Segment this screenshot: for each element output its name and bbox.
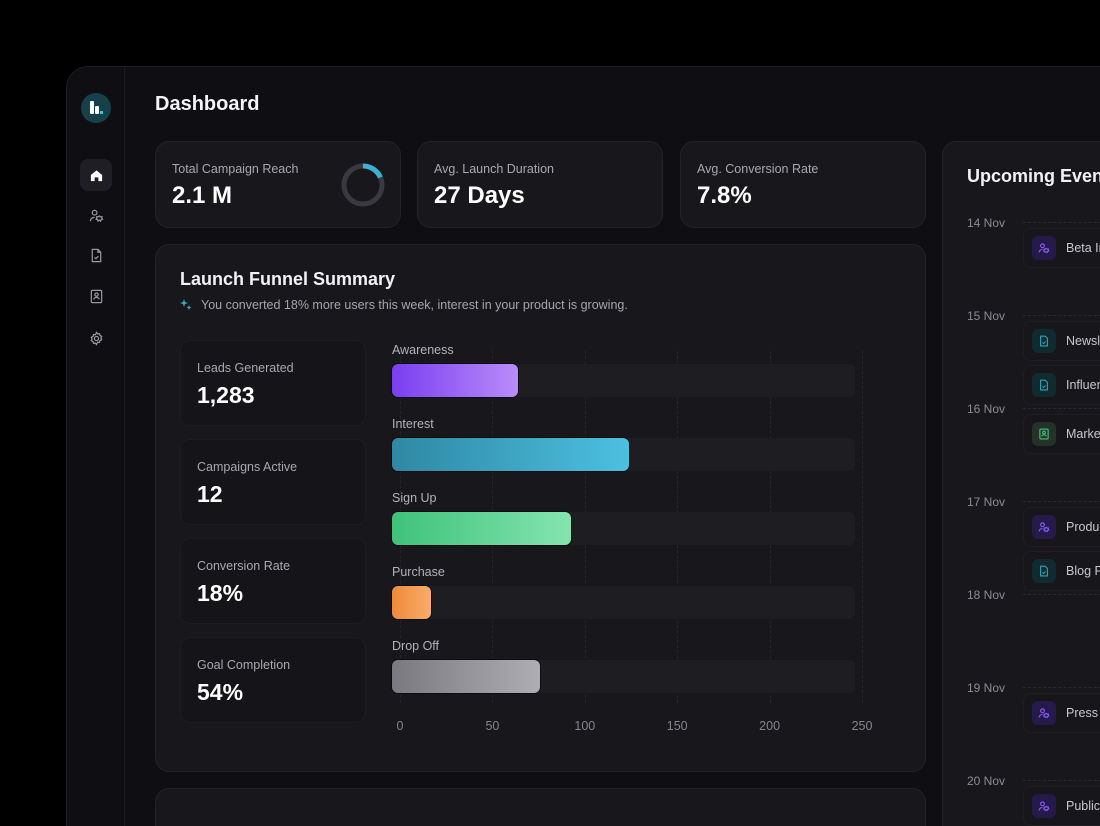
document-check-icon [91,248,101,262]
sidebar [67,67,125,826]
date-separator [1023,687,1100,688]
event-label: Public [1066,799,1100,813]
bar-label: Awareness [392,343,454,357]
event-label: Newsle [1066,334,1100,348]
stat-label: Avg. Launch Duration [434,162,554,176]
event-item[interactable]: Blog P [1023,551,1100,591]
event-label: Beta In [1066,241,1100,255]
bar-drop-off[interactable] [392,660,540,693]
date-separator [1023,222,1100,223]
event-label: Produc [1066,520,1100,534]
event-date: 19 Nov [967,681,1006,695]
sparkle-icon [180,299,192,310]
event-item[interactable]: Produc [1023,507,1100,547]
bar-label: Purchase [392,565,445,579]
event-date: 17 Nov [967,495,1006,509]
date-separator [1023,315,1100,316]
users-icon [1038,243,1050,254]
funnel-title: Launch Funnel Summary [180,269,396,289]
contact-book-icon [1039,428,1049,440]
event-item[interactable]: Press [1023,693,1100,733]
metric-leads: Leads Generated 1,283 [180,340,366,426]
x-tick: 150 [666,719,688,733]
bar-label: Sign Up [392,491,437,505]
sidebar-item-settings[interactable] [80,322,112,354]
event-label: Press [1066,706,1098,720]
events-card: Upcoming Events 14 Nov Beta In 15 Nov Newsl… [942,141,1100,826]
metric-conversion: Conversion Rate 18% [180,538,366,624]
event-date: 20 Nov [967,774,1006,788]
sidebar-item-users[interactable] [80,199,112,231]
sidebar-item-documents[interactable] [80,239,112,271]
bar-track [392,438,855,471]
bar-label: Drop Off [392,639,440,653]
funnel-subtitle: You converted 18% more users this week, … [180,298,628,312]
x-tick: 250 [851,719,873,733]
event-item[interactable]: Marke [1023,414,1100,454]
users-icon [1038,801,1050,812]
event-label: Blog P [1066,564,1100,578]
bar-purchase[interactable] [392,586,431,619]
event-date: 16 Nov [967,402,1006,416]
event-label: Marke [1066,427,1100,441]
bar-awareness[interactable] [392,364,518,397]
document-check-icon [1040,379,1048,391]
home-icon [90,169,102,181]
x-tick: 0 [396,719,404,733]
metric-goal: Goal Completion 54% [180,637,366,723]
date-separator [1023,408,1100,409]
bar-sign-up[interactable] [392,512,572,545]
stat-label: Total Campaign Reach [172,162,299,176]
logo[interactable] [81,93,111,123]
funnel-card: Launch Funnel Summary You converted 18% … [155,244,926,772]
event-date: 18 Nov [967,588,1006,602]
date-separator [1023,594,1100,595]
event-item[interactable]: Beta In [1023,228,1100,268]
bar-interest[interactable] [392,438,629,471]
page-title: Dashboard [155,93,260,115]
date-separator [1023,501,1100,502]
sidebar-item-home[interactable] [80,159,112,191]
bottom-card [155,788,926,826]
x-tick: 50 [485,719,500,733]
stat-label: Avg. Conversion Rate [697,162,819,176]
metric-campaigns: Campaigns Active 12 [180,439,366,525]
stat-card-conversion: Avg. Conversion Rate 7.8% [680,141,926,228]
bar-track [392,660,855,693]
funnel-bar-chart: 0 50 100 150 200 250 Awareness Interest Sign Up P… [392,341,882,741]
users-icon [1038,708,1050,719]
users-icon [89,209,103,222]
sidebar-item-contacts[interactable] [80,280,112,312]
event-date: 15 Nov [967,309,1006,323]
bar-track [392,586,855,619]
date-separator [1023,780,1100,781]
event-item[interactable]: Influen [1023,365,1100,405]
events-title: Upcoming Events [967,166,1100,186]
bar-label: Interest [392,417,434,431]
event-label: Influen [1066,378,1100,392]
gear-icon [90,330,102,346]
stat-value: 27 Days [434,182,525,209]
bar-track [392,512,855,545]
event-date: 14 Nov [967,216,1006,230]
app-window: Dashboard Total Campaign Reach 2.1 M Avg… [66,66,1100,826]
stat-card-duration: Avg. Launch Duration 27 Days [417,141,663,228]
x-tick: 200 [759,719,781,733]
event-item[interactable]: Newsle [1023,321,1100,361]
grid-line [862,351,863,703]
stat-card-reach: Total Campaign Reach 2.1 M [155,141,401,228]
contact-book-icon [90,289,102,303]
event-item[interactable]: Public [1023,786,1100,826]
stat-value: 7.8% [697,182,752,209]
x-tick: 100 [574,719,596,733]
document-check-icon [1040,565,1048,577]
bar-track [392,364,855,397]
stat-value: 2.1 M [172,182,233,209]
progress-ring-icon [341,163,385,207]
document-check-icon [1040,335,1048,347]
users-icon [1038,522,1050,533]
